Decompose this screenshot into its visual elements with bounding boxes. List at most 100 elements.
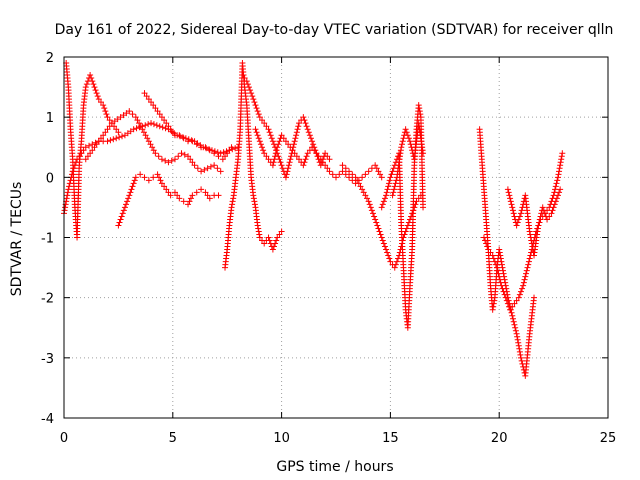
data-point xyxy=(492,261,499,268)
data-point xyxy=(500,267,507,274)
data-point xyxy=(540,207,547,214)
data-point xyxy=(407,141,414,148)
data-point xyxy=(285,141,292,148)
data-point xyxy=(346,168,353,175)
data-point xyxy=(554,177,561,184)
data-point xyxy=(286,159,293,166)
data-point xyxy=(404,132,411,139)
data-point xyxy=(100,132,107,139)
data-point xyxy=(521,276,528,283)
data-point xyxy=(359,174,366,181)
data-point xyxy=(480,234,487,241)
data-point xyxy=(284,168,291,175)
data-point xyxy=(515,216,522,223)
data-point xyxy=(115,129,122,136)
data-point xyxy=(63,195,70,202)
y-tick-label: 1 xyxy=(46,111,54,126)
data-point xyxy=(179,134,186,141)
data-point xyxy=(222,153,229,160)
data-point xyxy=(253,105,260,112)
data-point xyxy=(177,133,184,140)
data-point xyxy=(362,192,369,199)
data-point xyxy=(517,288,524,295)
data-point xyxy=(211,150,218,157)
data-point xyxy=(82,144,89,151)
data-point xyxy=(159,124,166,131)
data-point xyxy=(72,159,79,166)
data-point xyxy=(269,162,276,169)
data-point xyxy=(130,126,137,133)
data-point xyxy=(531,294,538,301)
data-point xyxy=(95,138,102,145)
data-point xyxy=(393,177,400,184)
data-point xyxy=(251,201,258,208)
data-point xyxy=(296,156,303,163)
data-point xyxy=(150,174,157,181)
data-point xyxy=(265,156,272,163)
data-point xyxy=(507,198,514,205)
data-point xyxy=(508,201,515,208)
data-point xyxy=(139,126,146,133)
data-point xyxy=(266,237,273,244)
data-point xyxy=(378,174,385,181)
data-point xyxy=(415,102,422,109)
data-point xyxy=(203,145,210,152)
data-point xyxy=(387,174,394,181)
data-point xyxy=(342,165,349,172)
data-point xyxy=(158,114,165,121)
data-point xyxy=(497,255,504,262)
data-point xyxy=(161,117,168,124)
data-point xyxy=(131,177,138,184)
data-point xyxy=(294,126,301,133)
data-point xyxy=(367,204,374,211)
data-point xyxy=(178,150,185,157)
data-point xyxy=(145,121,152,128)
data-point xyxy=(119,133,126,140)
data-point xyxy=(391,264,398,271)
data-point xyxy=(156,123,163,130)
data-point xyxy=(352,174,359,181)
data-point xyxy=(500,288,507,295)
data-point xyxy=(147,141,154,148)
data-point xyxy=(372,216,379,223)
data-point xyxy=(230,195,237,202)
data-point xyxy=(377,171,384,178)
data-point xyxy=(256,114,263,121)
data-point xyxy=(193,189,200,196)
data-point xyxy=(254,222,261,229)
data-point xyxy=(254,132,261,139)
data-point xyxy=(121,204,128,211)
data-point xyxy=(384,186,391,193)
data-point xyxy=(269,138,276,145)
data-point xyxy=(511,213,518,220)
data-point xyxy=(385,180,392,187)
data-point xyxy=(515,342,522,349)
data-point xyxy=(373,219,380,226)
x-tick-label: 15 xyxy=(382,431,399,446)
data-point xyxy=(293,129,300,136)
data-point xyxy=(229,201,236,208)
data-point xyxy=(270,243,277,250)
data-point xyxy=(336,171,343,178)
data-point xyxy=(324,153,331,160)
data-point xyxy=(189,159,196,166)
data-point xyxy=(293,132,300,139)
data-point xyxy=(256,234,263,241)
data-point xyxy=(357,183,364,190)
tick-labels: 0 5 10 15 20 25 -4 -3 -2 -1 0 1 2 xyxy=(41,51,616,446)
data-point xyxy=(383,192,390,199)
data-point xyxy=(125,195,132,202)
data-point xyxy=(136,120,143,127)
data-point xyxy=(154,108,161,115)
data-point xyxy=(313,150,320,157)
data-point xyxy=(496,249,503,256)
data-point xyxy=(416,105,423,112)
data-point xyxy=(267,132,274,139)
data-point xyxy=(371,213,378,220)
data-point xyxy=(90,81,97,88)
axis-ticks xyxy=(63,56,609,419)
data-point xyxy=(113,135,120,142)
data-point xyxy=(180,198,187,205)
data-point xyxy=(381,195,388,202)
